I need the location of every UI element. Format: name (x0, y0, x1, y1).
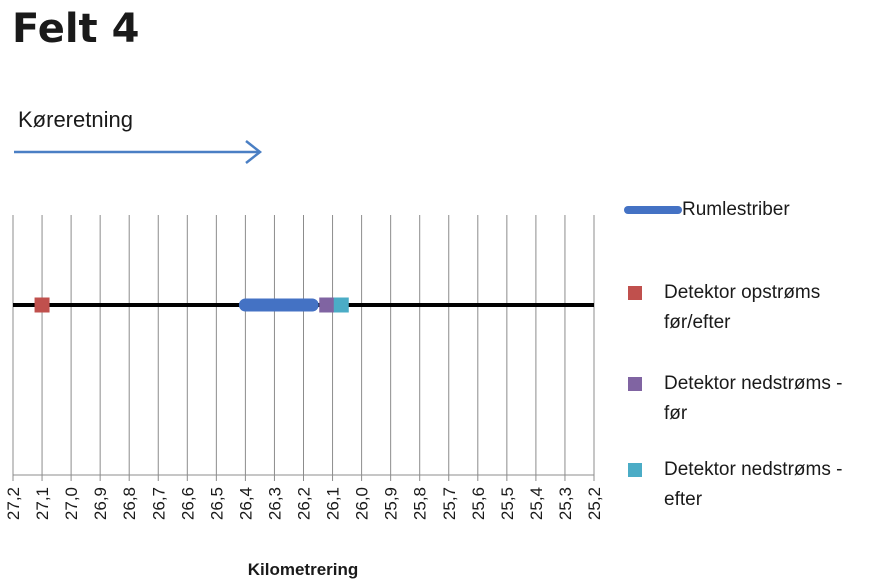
legend-label: Detektor nedstrøms - før (664, 373, 843, 424)
x-axis-label: Kilometrering (247, 560, 359, 579)
x-tick-label: 26,9 (91, 487, 110, 520)
x-tick-label: 25,7 (440, 487, 459, 520)
x-tick-label: 26,7 (149, 487, 168, 520)
series-marker (319, 297, 335, 313)
x-tick-label: 27,2 (4, 487, 23, 520)
x-tick-label: 26,0 (353, 487, 372, 520)
direction-arrow-icon (14, 140, 263, 164)
legend-label: Rumlestriber (682, 199, 790, 220)
x-tick-label: 27,0 (62, 487, 81, 520)
legend-item-detektor-nedstroms-for: Detektor nedstrøms - før (624, 369, 854, 429)
legend-label: Detektor nedstrøms - efter (664, 459, 843, 510)
x-tick-label: 26,8 (120, 487, 139, 520)
x-tick-label: 25,3 (556, 487, 575, 520)
legend-item-detektor-nedstroms-efter: Detektor nedstrøms - efter (624, 455, 854, 515)
x-tick-label: 26,2 (295, 487, 314, 520)
x-tick-label: 25,5 (498, 487, 517, 520)
x-tick-label: 26,3 (265, 487, 284, 520)
x-tick-label: 25,6 (469, 487, 488, 520)
x-tick-label: 25,4 (527, 487, 546, 520)
legend-swatch (628, 377, 642, 391)
legend-label: Detektor opstrøms før/efter (664, 282, 821, 333)
x-tick-label: 25,8 (411, 487, 430, 520)
chart-plot-area: 27,2 27,1 27,0 26,9 26,8 26,7 26,6 26,5 26,4 26,3… (4, 215, 604, 520)
x-tick-label: 25,9 (382, 487, 401, 520)
x-tick-label: 25,2 (585, 487, 604, 520)
series-marker (34, 297, 50, 313)
x-tick-label: 26,5 (207, 487, 226, 520)
series-marker (333, 297, 349, 313)
legend-item-rumlestriber: Rumlestriber (624, 195, 790, 225)
x-tick-label: 26,6 (178, 487, 197, 520)
legend-swatch (624, 206, 682, 214)
legend-item-detektor-opstroms: Detektor opstrøms før/efter (624, 278, 860, 338)
x-tick-label: 27,1 (33, 487, 52, 520)
x-tick-label: 26,4 (236, 487, 255, 520)
chart-title: Felt 4 (12, 6, 140, 52)
legend-swatch (628, 463, 642, 477)
x-tick-label: 26,1 (324, 487, 343, 520)
direction-label: Køreretning (18, 107, 133, 132)
legend-swatch (628, 286, 642, 300)
